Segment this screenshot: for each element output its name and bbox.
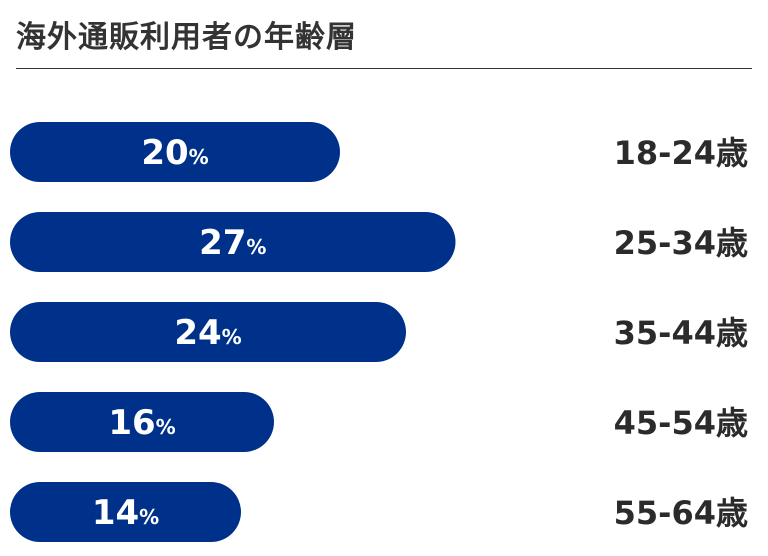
bar-35-44歳 (10, 302, 406, 362)
bar-value-unit: % (189, 145, 209, 169)
bar-value-number: 27 (199, 223, 246, 263)
bar-value-label: 14% (92, 493, 159, 533)
bar-45-54歳 (10, 392, 274, 452)
category-label: 45-54歳 (614, 404, 748, 442)
bar-value-number: 16 (108, 403, 155, 443)
category-label: 55-64歳 (614, 494, 748, 532)
bar-value-number: 14 (92, 493, 139, 533)
bar-value-unit: % (156, 415, 176, 439)
bar-value-unit: % (246, 235, 266, 259)
bar-value-label: 16% (108, 403, 175, 443)
bar-value-unit: % (139, 505, 159, 529)
bar-value-number: 20 (141, 133, 188, 173)
category-label: 35-44歳 (614, 314, 748, 352)
category-label: 25-34歳 (614, 224, 748, 262)
title-divider (16, 68, 752, 69)
bar-value-unit: % (222, 325, 242, 349)
category-label: 18-24歳 (614, 134, 748, 172)
chart-title: 海外通販利用者の年齢層 (16, 20, 357, 55)
bar-25-34歳 (10, 212, 456, 272)
bar-value-label: 24% (174, 313, 241, 353)
bar-18-24歳 (10, 122, 340, 182)
bar-55-64歳 (10, 482, 241, 542)
bar-value-number: 24 (174, 313, 221, 353)
bar-value-label: 20% (141, 133, 208, 173)
bar-value-label: 27% (199, 223, 266, 263)
